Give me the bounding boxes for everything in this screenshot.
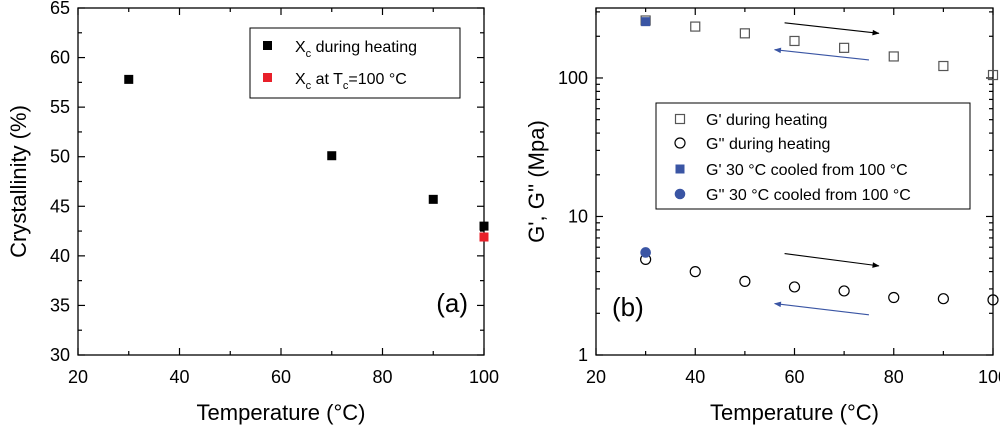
y-tick-label: 40: [50, 246, 70, 266]
y-tick-label: 30: [50, 345, 70, 365]
data-point-open-square: [739, 28, 750, 39]
y-tick-label: 45: [50, 196, 70, 216]
legend-entry: Xc at Tc=100 °C: [295, 71, 407, 92]
data-point-open-square: [690, 21, 701, 32]
trend-arrow: [784, 253, 880, 268]
legend-text-part: during heating: [311, 39, 417, 56]
legend-entry: G' 30 °C cooled from 100 °C: [706, 162, 908, 179]
x-axis-title: Temperature (°C): [710, 400, 879, 425]
trend-arrow: [773, 301, 870, 316]
data-point-square: [428, 194, 438, 204]
legend-box: [249, 27, 461, 99]
data-point-square: [479, 232, 489, 242]
legend: G' during heating G'' during heating G' 30…: [655, 102, 971, 210]
data-point-open-square: [674, 113, 686, 125]
data-point-open-square: [888, 51, 899, 62]
legend-text-part: X: [295, 39, 306, 56]
chart-panel-a: 20 40 60 80 100 30 35 40 45 50 55 60 65 Temperature (…: [6, 0, 499, 425]
x-tick-label: 60: [784, 367, 804, 387]
y-tick-label: 55: [50, 97, 70, 117]
x-tick-label: 80: [884, 367, 904, 387]
data-point-open-circle: [788, 281, 801, 293]
legend-entry: G'' 30 °C cooled from 100 °C: [706, 187, 911, 204]
x-tick-label: 40: [685, 367, 705, 387]
y-tick-label: 65: [50, 0, 70, 18]
legend-entry: Xc during heating: [295, 39, 417, 60]
data-point-square: [641, 17, 651, 27]
legend-entry: G' during heating: [706, 112, 827, 129]
panel-label: (a): [436, 288, 468, 318]
legend-marker: [263, 73, 272, 82]
trend-arrow: [784, 22, 880, 36]
legend-box: [655, 102, 971, 210]
y-tick-label: 10: [568, 206, 588, 226]
legend-marker: [263, 41, 272, 50]
data-point-open-circle: [838, 285, 850, 297]
data-point-open-circle: [674, 137, 686, 149]
data-point-open-circle: [987, 294, 999, 306]
y-tick-label: 35: [50, 295, 70, 315]
data-point-open-square: [789, 35, 800, 47]
data-point-square: [124, 74, 134, 84]
x-tick-label: 20: [586, 367, 606, 387]
data-point-open-circle: [739, 275, 751, 287]
x-tick-label: 100: [978, 367, 1000, 387]
data-point-filled-circle: [674, 188, 686, 200]
data-point-square: [479, 221, 489, 231]
data-point-open-circle: [937, 293, 949, 305]
x-tick-label: 80: [372, 367, 392, 387]
y-tick-label: 60: [50, 48, 70, 68]
data-point-open-square: [839, 42, 850, 53]
data-point-open-circle: [888, 291, 900, 304]
legend-subscript: c: [306, 48, 312, 60]
y-axis-title: G', G'' (Mpa): [524, 120, 549, 243]
data-point-open-circle: [689, 266, 701, 278]
x-tick-label: 100: [469, 367, 499, 387]
y-tick-label: 100: [558, 68, 588, 88]
legend-text-part: X: [295, 71, 306, 88]
data-point-filled-circle: [640, 247, 651, 258]
data-point-square: [675, 164, 685, 174]
data-point-open-square: [938, 60, 949, 72]
legend-text-part: at T: [311, 71, 343, 88]
trend-arrow: [773, 47, 869, 61]
x-axis-title: Temperature (°C): [197, 400, 366, 425]
legend-text-part: =100 °C: [348, 71, 406, 88]
y-tick-label: 1: [578, 345, 588, 365]
x-tick-label: 40: [169, 367, 189, 387]
x-tick-label: 20: [68, 367, 88, 387]
y-tick-label: 50: [50, 147, 70, 167]
legend-subscript: c: [306, 80, 312, 92]
legend-subscript: c: [343, 80, 349, 92]
y-axis-title: Crystallinity (%): [6, 105, 31, 258]
panel-label: (b): [612, 292, 644, 322]
chart-panel-b: 20 40 60 80 100 1 10 100 Temperature (°C) G', G''…: [524, 7, 1000, 425]
data-point-square: [327, 151, 337, 161]
data-point-open-square: [987, 69, 999, 81]
legend-entry: G'' during heating: [706, 136, 830, 153]
x-tick-label: 60: [271, 367, 291, 387]
